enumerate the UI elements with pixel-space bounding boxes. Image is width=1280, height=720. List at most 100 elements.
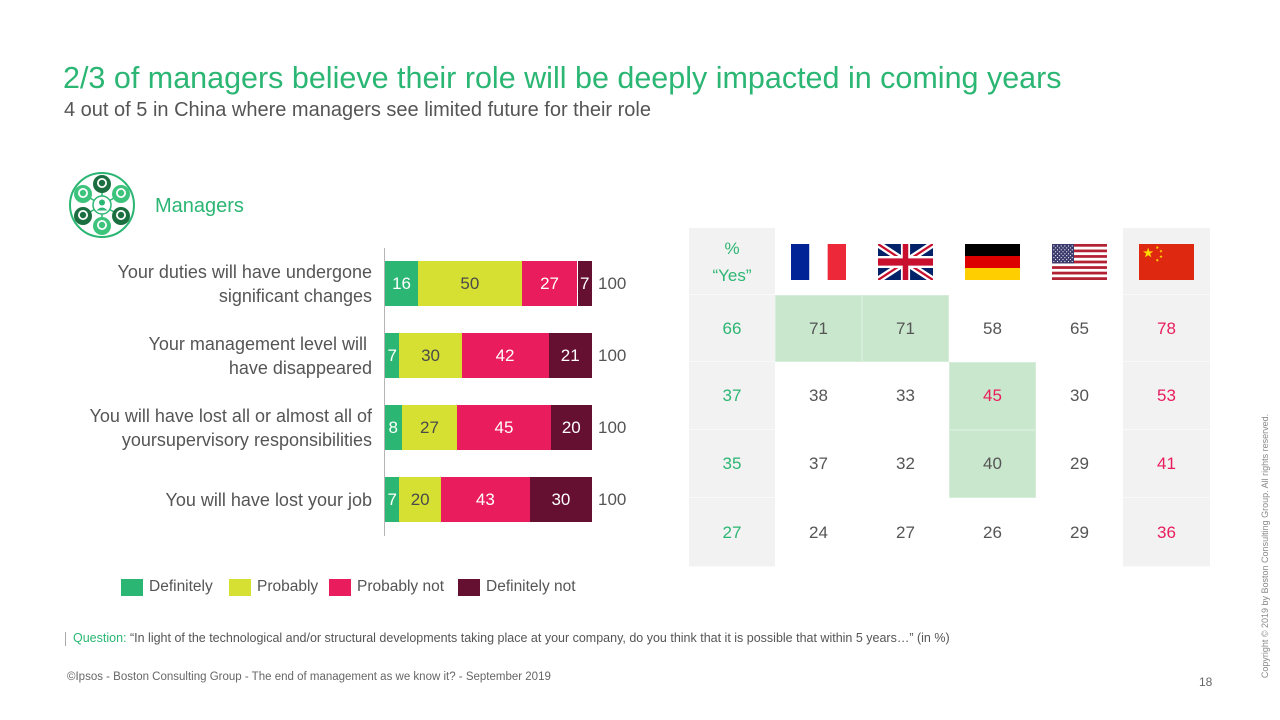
table-cell-united-states: 65 bbox=[1036, 295, 1123, 362]
legend-label: Definitely not bbox=[486, 578, 576, 595]
table-cell-total: 35 bbox=[689, 430, 775, 498]
table-cell-united-kingdom: 33 bbox=[862, 362, 949, 430]
cell-value: 29 bbox=[1070, 454, 1089, 473]
table-cell-united-kingdom: 71 bbox=[862, 295, 949, 362]
legend-swatch bbox=[121, 578, 143, 596]
cell-value: 36 bbox=[1157, 522, 1176, 542]
header-cell-france bbox=[775, 228, 862, 295]
category-label-line: You will have lost all or almost all of bbox=[89, 405, 372, 426]
data-label: 43 bbox=[475, 489, 495, 509]
category-label: You will have lost your job bbox=[0, 477, 372, 522]
cell-value: 71 bbox=[896, 318, 915, 338]
cell-value: 53 bbox=[1157, 386, 1176, 405]
table-cell-china: 78 bbox=[1123, 295, 1210, 362]
legend-label: Probably not bbox=[357, 578, 445, 595]
bar-segment-probably-not: 45 bbox=[457, 405, 551, 450]
header-cell-percent-yes: % “Yes” bbox=[689, 228, 775, 295]
legend-item-probably: Probably bbox=[229, 578, 318, 596]
cell-value: 40 bbox=[983, 454, 1002, 473]
table-cell-germany: 40 bbox=[949, 430, 1036, 498]
category-label-line: Your management level will bbox=[148, 333, 372, 354]
bar-segment-probably: 30 bbox=[399, 333, 462, 378]
legend-item-probably-not: Probably not bbox=[329, 578, 444, 596]
bar-segment-probably: 50 bbox=[418, 261, 522, 306]
total-label: 100 bbox=[598, 417, 627, 437]
bar-segment-definitely-not: 7 bbox=[577, 261, 592, 306]
bar-segment-definitely: 7 bbox=[385, 477, 400, 522]
table-cell-china: 36 bbox=[1123, 498, 1210, 567]
table-cell-china: 41 bbox=[1123, 430, 1210, 498]
table-cell-china: 53 bbox=[1123, 362, 1210, 430]
total-label: 100 bbox=[598, 345, 627, 365]
header-label-line: % bbox=[724, 238, 740, 258]
legend-item-definitely: Definitely bbox=[121, 578, 213, 596]
data-label: 30 bbox=[551, 489, 571, 509]
table-cell-france: 71 bbox=[775, 295, 862, 362]
data-label: 20 bbox=[561, 417, 581, 437]
data-label: 7 bbox=[387, 489, 397, 509]
flag-france-icon bbox=[791, 243, 846, 280]
page-number: 18 bbox=[1199, 675, 1213, 689]
segment-label: Managers bbox=[155, 195, 244, 217]
bar-segment-definitely-not: 30 bbox=[529, 477, 592, 522]
data-label: 8 bbox=[388, 417, 398, 437]
category-label: You will have lost all or almost all of y… bbox=[0, 405, 372, 450]
cell-value: 78 bbox=[1157, 318, 1176, 338]
header-cell-germany bbox=[949, 228, 1036, 295]
table-cell-france: 24 bbox=[775, 498, 862, 567]
table-cell-germany: 45 bbox=[949, 362, 1036, 430]
cell-value: 71 bbox=[809, 318, 828, 338]
bar-segment-definitely-not: 20 bbox=[550, 405, 592, 450]
table-cell-united-states: 29 bbox=[1036, 430, 1123, 498]
legend-item-definitely-not: Definitely not bbox=[458, 578, 576, 596]
category-label-line: Your duties will have undergone bbox=[117, 261, 372, 282]
bar-segment-probably: 27 bbox=[401, 405, 458, 450]
cell-value: 45 bbox=[983, 386, 1002, 405]
legend-label: Definitely bbox=[149, 578, 213, 595]
table-cell-total: 37 bbox=[689, 362, 775, 430]
managers-network-icon bbox=[68, 171, 136, 239]
table-cell-france: 37 bbox=[775, 430, 862, 498]
flag-germany-icon bbox=[965, 243, 1020, 280]
total-value: 66 bbox=[722, 318, 742, 338]
bar-segment-probably-not: 43 bbox=[440, 477, 530, 522]
table-cell-germany: 26 bbox=[949, 498, 1036, 567]
copyright-notice: Copyright © 2019 by Boston Consulting Gr… bbox=[1260, 413, 1270, 679]
legend-label: Probably bbox=[257, 578, 319, 595]
total-value: 27 bbox=[722, 522, 742, 542]
total-label: 100 bbox=[598, 273, 627, 293]
cell-value: 58 bbox=[983, 318, 1002, 338]
table-cell-united-kingdom: 32 bbox=[862, 430, 949, 498]
legend-swatch bbox=[458, 578, 480, 596]
legend-swatch bbox=[329, 578, 351, 596]
data-label: 27 bbox=[540, 273, 559, 293]
category-label-line: have disappeared bbox=[228, 357, 372, 378]
legend-swatch bbox=[229, 578, 251, 596]
table-cell-united-states: 30 bbox=[1036, 362, 1123, 430]
table-cell-united-kingdom: 27 bbox=[862, 498, 949, 567]
slide-title: 2/3 of managers believe their role will … bbox=[63, 61, 1062, 95]
total-label: 100 bbox=[598, 489, 627, 509]
data-label: 21 bbox=[560, 345, 580, 365]
header-cell-united-states bbox=[1036, 228, 1123, 295]
footer-source: ©Ipsos - Boston Consulting Group - The e… bbox=[67, 671, 551, 683]
cell-value: 29 bbox=[1070, 522, 1089, 542]
header-label-line: “Yes” bbox=[712, 265, 752, 285]
category-label-line: yoursupervisory responsibilities bbox=[121, 429, 372, 450]
category-label: Your management level will have disappea… bbox=[0, 333, 372, 378]
data-label: 42 bbox=[495, 345, 515, 365]
category-axis-line bbox=[384, 248, 385, 536]
survey-question: Question: “In light of the technological… bbox=[73, 631, 950, 645]
flag-china-icon bbox=[1139, 243, 1194, 280]
cell-value: 41 bbox=[1157, 454, 1176, 473]
flag-uk-icon bbox=[878, 243, 933, 280]
data-label: 27 bbox=[420, 417, 439, 437]
cell-value: 27 bbox=[896, 522, 915, 542]
table-cell-germany: 58 bbox=[949, 295, 1036, 362]
bar-segment-definitely-not: 21 bbox=[548, 333, 592, 378]
data-label: 16 bbox=[392, 273, 412, 293]
header-cell-china bbox=[1123, 228, 1210, 295]
cell-value: 38 bbox=[809, 386, 828, 405]
question-marker bbox=[65, 632, 66, 646]
bar-segment-definitely: 16 bbox=[385, 261, 419, 306]
